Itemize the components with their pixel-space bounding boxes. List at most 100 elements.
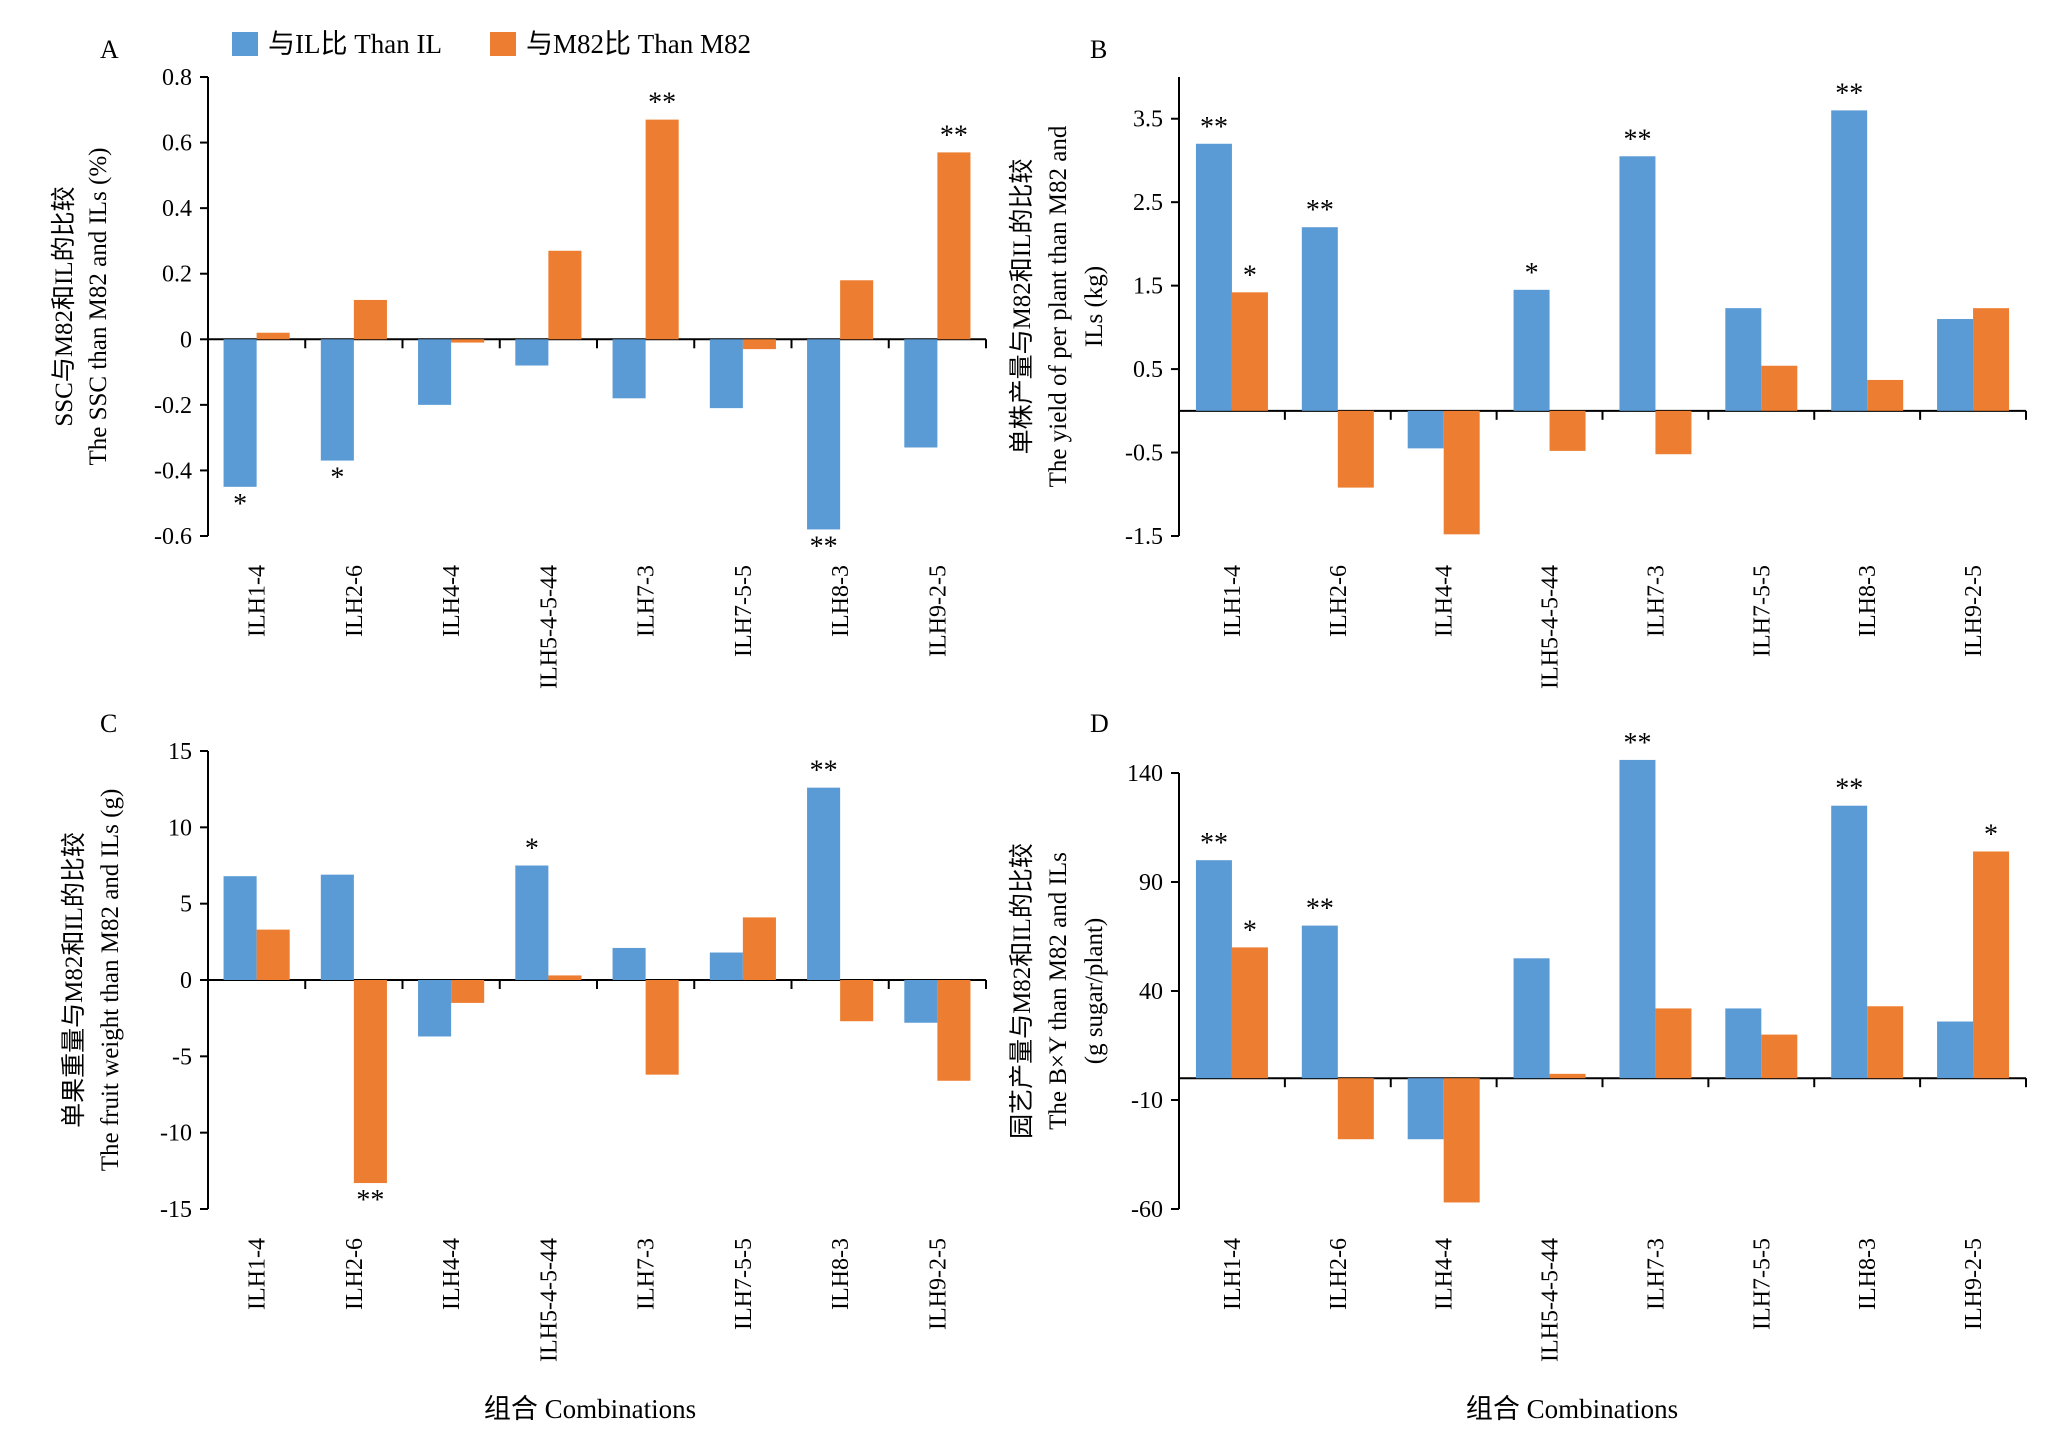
y-tick-label: 90: [1139, 870, 1163, 896]
bar-ILH4-4-than-il: [418, 339, 452, 405]
category-label: ILH1-4: [245, 565, 271, 637]
bar-ILH7-5-5-than-m82: [1761, 365, 1798, 411]
bar-ILH9-2-5-than-m82: [937, 980, 971, 1081]
category-label: ILH8-3: [828, 565, 854, 637]
bar-ILH4-4-than-il: [418, 980, 452, 1037]
y-tick-label: 0.6: [162, 131, 192, 157]
y-tick-label: 2.5: [1133, 190, 1163, 216]
panel-letter: B: [1090, 35, 1107, 64]
y-axis-title-line: (g sugar/plant): [1081, 918, 1108, 1064]
bar-ILH7-3-than-il: [1619, 759, 1656, 1079]
bar-ILH2-6-than-m82: [353, 980, 387, 1184]
y-axis-title-line: 园艺产量与M82和IL的比较: [1008, 843, 1036, 1139]
category-label: ILH2-6: [1326, 1238, 1352, 1310]
category-label: ILH7-3: [1643, 565, 1669, 637]
category-label: ILH8-3: [1855, 565, 1881, 637]
category-label: ILH2-6: [342, 1238, 368, 1310]
y-tick-label: 0.2: [162, 262, 192, 288]
y-axis-title-line: 单株产量与M82和IL的比较: [1008, 159, 1036, 455]
bar-ILH2-6-than-m82: [1337, 1078, 1374, 1140]
bar-ILH1-4-than-il: [223, 339, 257, 487]
category-label: ILH4-4: [1432, 565, 1458, 637]
y-tick-label: -0.6: [154, 524, 192, 550]
y-tick-label: -0.5: [1125, 441, 1163, 467]
bar-ILH8-3-than-m82: [840, 280, 874, 340]
bar-ILH1-4-than-il: [1195, 860, 1232, 1079]
bar-ILH4-4-than-il: [1407, 410, 1444, 449]
bar-ILH8-3-than-il: [807, 339, 841, 530]
y-tick-label: 0.8: [162, 65, 192, 91]
bar-ILH7-5-5-than-m82: [742, 339, 776, 350]
bar-ILH2-6-than-il: [320, 874, 354, 980]
bar-ILH9-2-5-than-m82: [1973, 308, 2010, 411]
y-tick-label: -0.2: [154, 393, 192, 419]
bar-ILH7-3-than-il: [1619, 156, 1656, 411]
bar-ILH1-4-than-il: [223, 876, 257, 980]
significance-mark: **: [1623, 728, 1651, 759]
bar-ILH8-3-than-il: [807, 787, 841, 980]
bar-ILH2-6-than-il: [320, 339, 354, 461]
x-axis-title-right: 组合 Combinations: [1466, 1394, 1678, 1424]
y-tick-label: 0.5: [1133, 357, 1163, 383]
category-label: ILH7-5-5: [731, 565, 757, 657]
y-tick-label: 140: [1127, 761, 1163, 787]
y-tick-label: 15: [168, 739, 192, 765]
panel-letter: A: [100, 35, 119, 64]
y-tick-label: 40: [1139, 979, 1163, 1005]
bar-ILH8-3-than-m82: [1867, 379, 1904, 411]
y-tick-label: 1.5: [1133, 274, 1163, 300]
bar-ILH7-5-5-than-m82: [1761, 1034, 1798, 1079]
bar-ILH5-4-5-44-than-m82: [1549, 410, 1586, 451]
bar-ILH7-3-than-m82: [1655, 1008, 1692, 1079]
significance-mark: *: [1525, 258, 1539, 289]
significance-mark: **: [1306, 195, 1334, 226]
category-label: ILH9-2-5: [1961, 1238, 1987, 1330]
category-label: ILH1-4: [1220, 565, 1246, 637]
category-label: ILH9-2-5: [925, 565, 951, 657]
y-tick-label: 0: [180, 327, 192, 353]
significance-mark: *: [330, 463, 344, 494]
category-label: ILH5-4-5-44: [1538, 1238, 1564, 1362]
category-label: ILH7-3: [634, 565, 660, 637]
y-tick-label: -1.5: [1125, 524, 1163, 550]
category-label: ILH5-4-5-44: [1538, 565, 1564, 689]
bar-ILH7-5-5-than-il: [709, 339, 743, 409]
significance-mark: **: [356, 1185, 384, 1216]
significance-mark: *: [233, 489, 247, 520]
category-label: ILH5-4-5-44: [536, 1238, 562, 1362]
y-tick-label: 5: [180, 892, 192, 918]
category-label: ILH2-6: [342, 565, 368, 637]
bar-ILH2-6-than-m82: [353, 299, 387, 340]
panel-letter: D: [1090, 709, 1109, 738]
chart-panels: A -0.6 -0.4 -0.2 0 0.2 0.4 0.6 0.8 * ILH1-4 * ILH2-6…: [50, 35, 2027, 1362]
bar-ILH7-5-5-than-il: [1725, 308, 1762, 411]
y-tick-label: -60: [1131, 1197, 1163, 1223]
bar-ILH4-4-than-m82: [1443, 1078, 1480, 1203]
bar-ILH7-5-5-than-m82: [742, 917, 776, 980]
significance-mark: **: [648, 88, 676, 119]
bar-ILH7-3-than-m82: [645, 119, 679, 340]
x-axis-title-left: 组合 Combinations: [484, 1394, 696, 1424]
bar-ILH4-4-than-m82: [1443, 410, 1480, 535]
bar-ILH5-4-5-44-than-il: [1513, 958, 1550, 1079]
y-tick-label: 0: [180, 968, 192, 994]
y-axis-title-line: The B×Y than M82 and ILs: [1045, 852, 1072, 1130]
y-tick-label: -15: [160, 1197, 192, 1223]
significance-mark: *: [525, 834, 539, 865]
category-label: ILH5-4-5-44: [536, 565, 562, 689]
y-axis-title-line: SSC与M82和IL的比较: [50, 186, 78, 426]
panel-A: A -0.6 -0.4 -0.2 0 0.2 0.4 0.6 0.8 * ILH1-4 * ILH2-6…: [50, 35, 987, 689]
significance-mark: **: [1200, 828, 1228, 859]
y-tick-label: -5: [172, 1044, 192, 1070]
category-label: ILH2-6: [1326, 565, 1352, 637]
panel-B: B-1.5-0.50.51.52.53.5 ***ILH1-4**ILH2-6 IL…: [1008, 35, 2027, 689]
bar-ILH1-4-than-m82: [1231, 947, 1268, 1079]
legend-swatch-than-m82: [490, 32, 516, 56]
legend-label-than-il: 与IL比 Than IL: [268, 29, 442, 59]
category-label: ILH4-4: [1432, 1238, 1458, 1310]
bar-ILH4-4-than-m82: [451, 980, 485, 1003]
bar-ILH9-2-5-than-m82: [937, 152, 971, 340]
bar-ILH7-3-than-il: [612, 947, 646, 980]
